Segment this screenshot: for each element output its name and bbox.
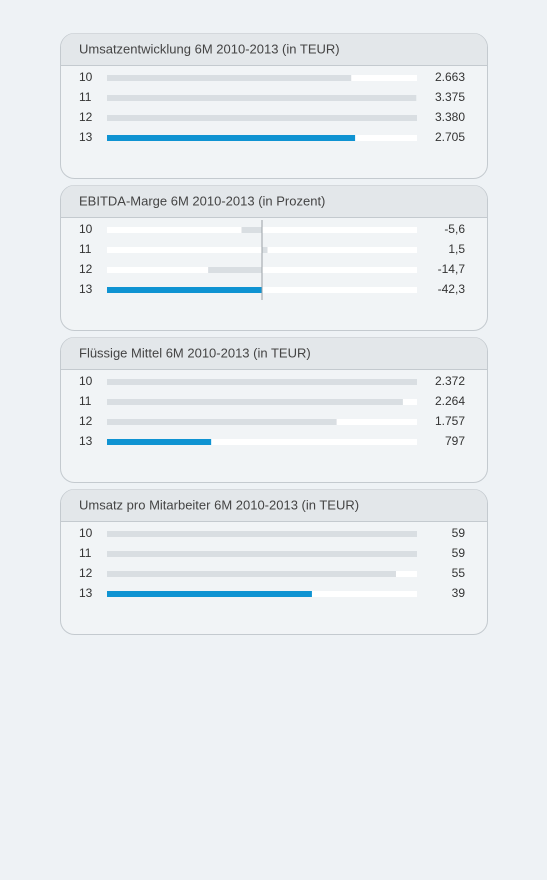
value-label: 2.372	[435, 374, 465, 388]
category-label: 12	[79, 414, 93, 428]
bar	[107, 571, 396, 577]
category-label: 11	[79, 394, 92, 408]
category-label: 10	[79, 70, 93, 84]
card-title: Flüssige Mittel 6M 2010-2013 (in TEUR)	[79, 345, 311, 360]
value-label: 39	[452, 586, 466, 600]
bar	[107, 419, 337, 425]
value-label: 59	[452, 526, 466, 540]
card-title: Umsatzentwicklung 6M 2010-2013 (in TEUR)	[79, 41, 340, 56]
category-label: 12	[79, 566, 93, 580]
category-label: 12	[79, 262, 93, 276]
bar	[107, 551, 417, 557]
category-label: 13	[79, 282, 93, 296]
bar-track	[107, 439, 417, 445]
bar	[107, 95, 417, 101]
card-header	[61, 489, 487, 521]
value-label: -14,7	[438, 262, 466, 276]
value-label: -5,6	[444, 222, 465, 236]
category-label: 11	[79, 546, 92, 560]
value-label: -42,3	[438, 282, 466, 296]
category-label: 13	[79, 130, 93, 144]
category-label: 10	[79, 526, 93, 540]
bar	[107, 591, 312, 597]
category-label: 11	[79, 90, 92, 104]
category-label: 13	[79, 434, 93, 448]
card-title: Umsatz pro Mitarbeiter 6M 2010-2013 (in …	[79, 497, 359, 512]
value-label: 797	[445, 434, 465, 448]
card-header	[61, 185, 487, 217]
category-label: 10	[79, 222, 93, 236]
bar	[107, 115, 417, 121]
bar	[107, 287, 262, 293]
bar	[107, 379, 417, 385]
card-title: EBITDA-Marge 6M 2010-2013 (in Prozent)	[79, 193, 325, 208]
bar	[241, 227, 262, 233]
card-header	[61, 337, 487, 369]
bar	[107, 135, 356, 141]
category-label: 10	[79, 374, 93, 388]
bar	[107, 75, 352, 81]
category-label: 11	[79, 242, 92, 256]
value-label: 59	[452, 546, 466, 560]
bar	[107, 399, 403, 405]
value-label: 1,5	[448, 242, 465, 256]
value-label: 3.375	[435, 90, 465, 104]
card-header	[61, 33, 487, 65]
value-label: 1.757	[435, 414, 465, 428]
value-label: 2.705	[435, 130, 465, 144]
value-label: 55	[452, 566, 466, 580]
value-label: 3.380	[435, 110, 465, 124]
bar	[107, 531, 417, 537]
bar	[262, 247, 268, 253]
category-label: 13	[79, 586, 93, 600]
value-label: 2.663	[435, 70, 465, 84]
value-label: 2.264	[435, 394, 465, 408]
bar	[107, 439, 212, 445]
bar	[208, 267, 262, 273]
category-label: 12	[79, 110, 93, 124]
